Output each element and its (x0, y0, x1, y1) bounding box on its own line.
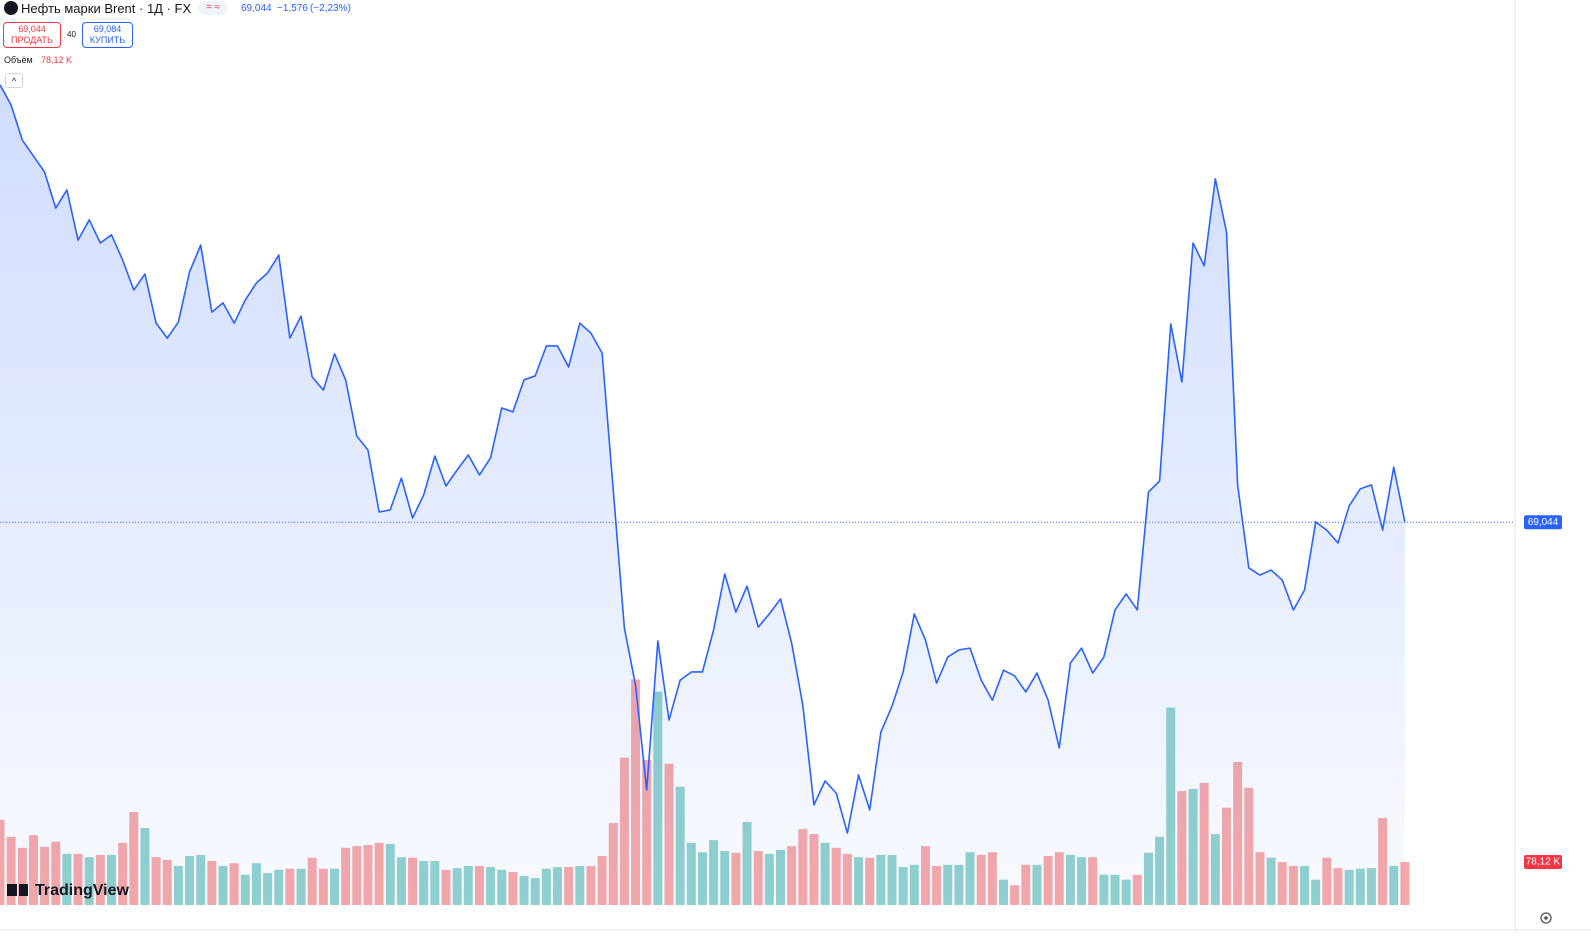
price-change-pct: (−2,23%) (310, 3, 351, 14)
volume-tag-label: 78,12 K (1526, 857, 1561, 868)
sell-price: 69,044 (18, 24, 46, 34)
tradingview-logo: TradingView (7, 882, 130, 899)
area-fill (0, 84, 1405, 906)
buy-price: 69,084 (93, 24, 122, 34)
volume-tag (1524, 855, 1562, 870)
symbol-title[interactable]: Нефть марки Brent · 1Д · FX (21, 1, 192, 16)
last-price-tag-label: 69,044 (1528, 517, 1559, 528)
last-price: 69,044 (241, 3, 272, 14)
sell-label: ПРОДАТЬ (11, 35, 53, 45)
settings-icon-dot (1544, 916, 1548, 920)
settings-icon[interactable] (1540, 912, 1552, 924)
buy-button[interactable]: 69,084 КУПИТЬ (82, 22, 133, 48)
status-pill[interactable]: = ≈ (198, 1, 228, 15)
price-change: −1,576 (277, 3, 308, 14)
symbol-icon (4, 1, 18, 15)
spread: 40 (67, 30, 76, 39)
collapse-button[interactable]: ^ (5, 73, 23, 88)
volume-legend-value: 78,12 K (41, 55, 73, 65)
logo-mark (19, 884, 28, 896)
volume-legend-label: Объём (4, 55, 33, 65)
price-line (0, 84, 1406, 834)
last-price-tag (1524, 515, 1562, 530)
plot (0, 84, 1515, 906)
sell-button[interactable]: 69,044 ПРОДАТЬ (3, 22, 61, 48)
logo-text: TradingView (35, 882, 130, 899)
logo-mark (7, 884, 17, 896)
buy-label: КУПИТЬ (89, 35, 126, 45)
axes: 69,044 78,12 K (1524, 515, 1562, 870)
